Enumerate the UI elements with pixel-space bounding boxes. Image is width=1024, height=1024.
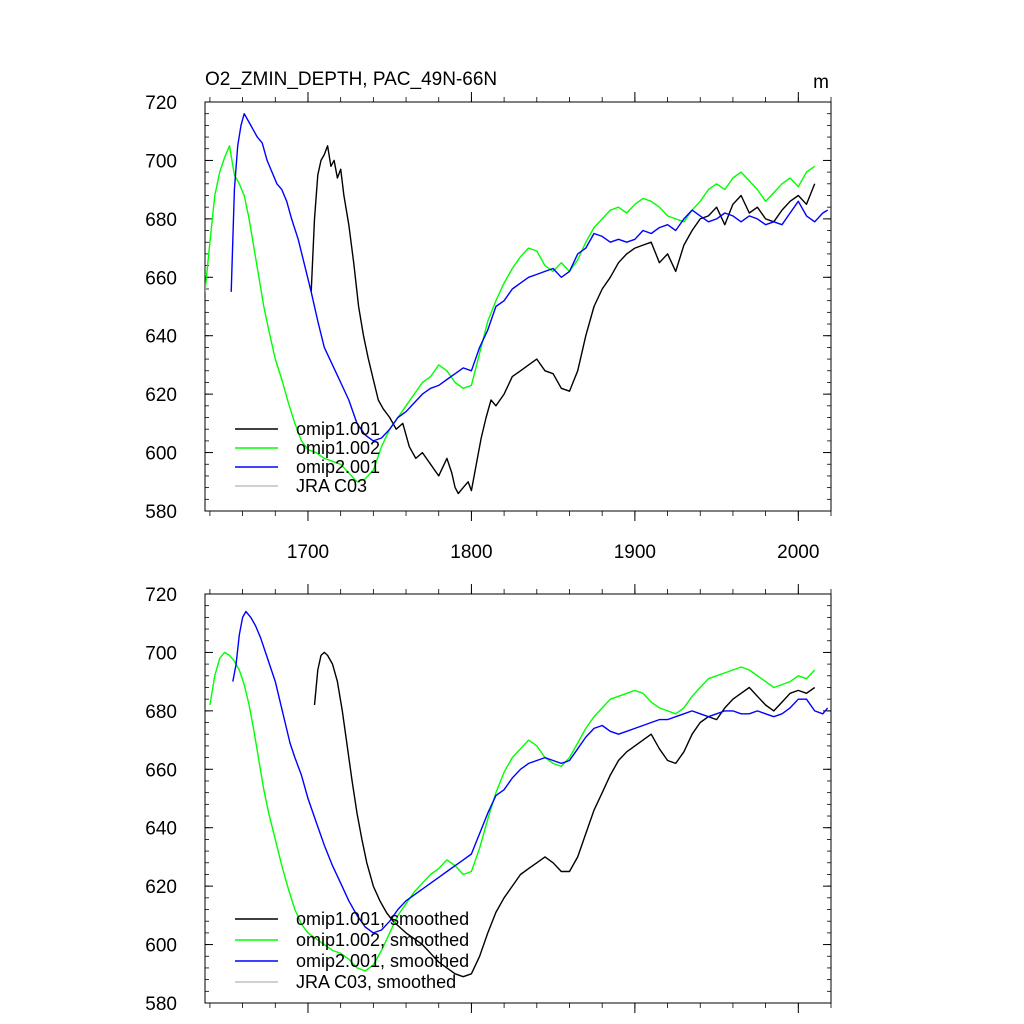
series-line-omip1-001 — [310, 145, 816, 495]
y-tick-label: 600 — [145, 444, 177, 465]
y-tick-label: 720 — [145, 93, 177, 114]
plot-frame — [204, 101, 832, 512]
y-tick-label: 640 — [145, 819, 177, 840]
y-tick-label: 680 — [145, 702, 177, 723]
legend-label: omip2.001, smoothed — [296, 951, 469, 971]
y-tick-label: 620 — [145, 385, 177, 406]
chart-title: O2_ZMIN_DEPTH, PAC_49N-66N — [205, 69, 497, 90]
y-tick-label: 700 — [145, 151, 177, 172]
y-tick-label: 720 — [145, 585, 177, 606]
units-label: m — [813, 72, 829, 93]
x-tick-label: 1900 — [614, 542, 656, 563]
x-tick-label: 1800 — [450, 542, 492, 563]
chart-panel-2: 580 600 620 640 660 680 700 720 omip1.001, smoot… — [145, 584, 832, 1015]
plot-frame — [204, 593, 832, 1004]
legend-label: JRA C03 — [296, 476, 367, 496]
legend-label: omip1.001, smoothed — [296, 909, 469, 929]
y-tick-label: 660 — [145, 760, 177, 781]
series-line-omip1-002-smoothed — [209, 651, 816, 972]
y-tick-label: 620 — [145, 877, 177, 898]
legend-label: JRA C03, smoothed — [296, 972, 456, 992]
y-tick-label: 660 — [145, 268, 177, 289]
y-tick-label: 580 — [145, 994, 177, 1015]
y-tick-label: 680 — [145, 210, 177, 231]
y-tick-label: 700 — [145, 643, 177, 664]
series-line-omip2-001-smoothed — [232, 610, 829, 934]
y-tick-label: 600 — [145, 936, 177, 957]
legend-label: omip1.002 — [296, 438, 380, 458]
x-tick-label: 2000 — [777, 542, 819, 563]
legend-label: omip2.001 — [296, 457, 380, 477]
chart-panel-1: 580 600 620 640 660 680 700 720 1700 1800 1900 2000… — [145, 69, 832, 563]
x-tick-label: 1700 — [287, 542, 329, 563]
series-line-omip2-001 — [230, 112, 829, 442]
y-tick-label: 580 — [145, 502, 177, 523]
legend-label: omip1.002, smoothed — [296, 930, 469, 950]
legend-label: omip1.001 — [296, 419, 380, 439]
y-tick-label: 640 — [145, 327, 177, 348]
